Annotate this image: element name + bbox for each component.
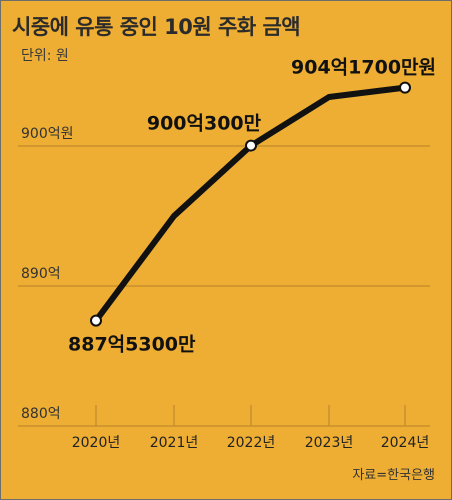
unit-label: 단위: 원 [21,48,69,64]
x-tick-label: 2024년 [381,435,430,451]
source-label: 자료=한국은행 [352,468,435,483]
x-tick-label: 2021년 [150,435,199,451]
x-tick-label: 2023년 [305,435,354,451]
x-tick-label: 2020년 [72,435,121,451]
data-point-marker [90,314,102,327]
data-point-marker [399,81,411,94]
chart-title: 시중에 유통 중인 10원 주화 금액 [12,15,301,39]
y-tick-label: 900억원 [21,126,73,142]
data-label: 887억5300만 [68,334,196,356]
data-label: 900억300만 [147,113,262,135]
data-point-marker [245,139,257,152]
data-label: 904억1700만원 [291,57,436,79]
x-tick-label: 2022년 [227,435,276,451]
y-tick-label: 880억 [21,406,61,422]
y-tick-label: 890억 [21,266,61,282]
